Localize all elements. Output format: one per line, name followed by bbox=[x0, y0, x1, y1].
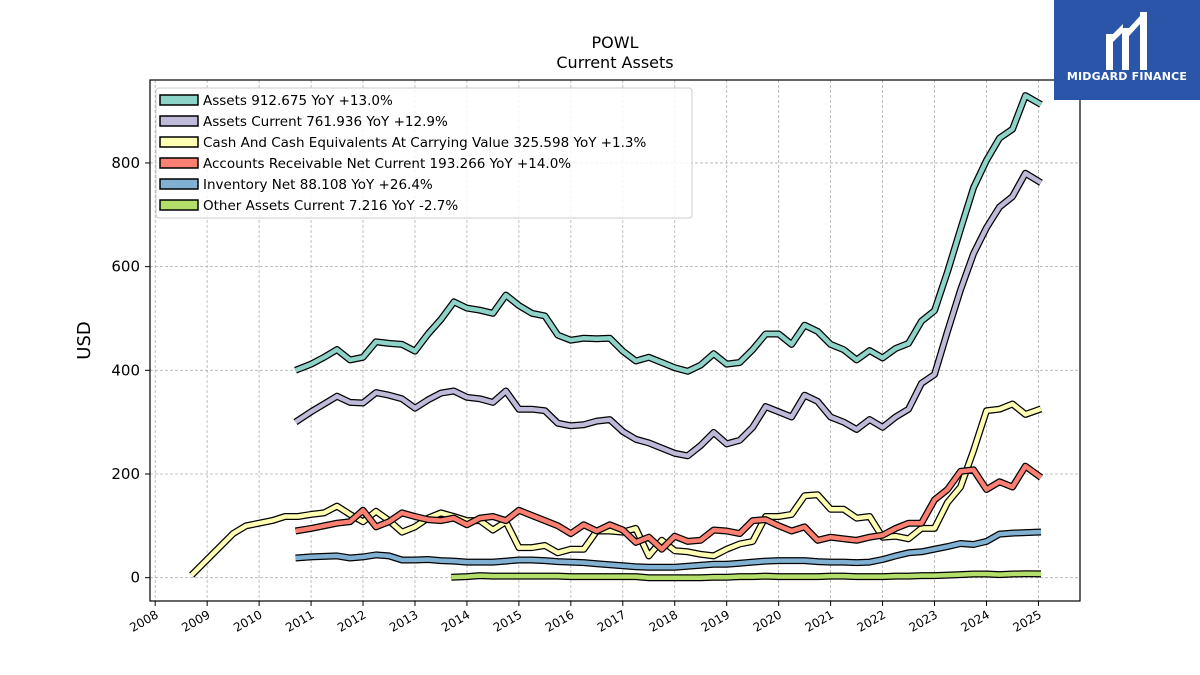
midgard-logo-icon bbox=[1106, 12, 1147, 70]
series-line bbox=[295, 463, 1043, 552]
x-tick-label: 2024 bbox=[959, 607, 992, 634]
series-line bbox=[190, 401, 1042, 577]
legend-label: Assets Current 761.936 YoY +12.9% bbox=[203, 114, 448, 130]
legend-swatch bbox=[159, 94, 199, 106]
x-tick-label: 2013 bbox=[387, 607, 420, 634]
brand-name: MIDGARD FINANCE bbox=[1066, 70, 1188, 83]
legend-label: Accounts Receivable Net Current 193.266 … bbox=[203, 156, 571, 172]
legend-box bbox=[155, 87, 693, 219]
chart-subtitle: Current Assets bbox=[556, 53, 674, 72]
legend-label: Assets 912.675 YoY +13.0% bbox=[203, 93, 393, 109]
y-tick-label: 200 bbox=[111, 465, 140, 483]
x-tick-label: 2014 bbox=[439, 607, 472, 634]
x-tick-label: 2019 bbox=[699, 607, 732, 634]
legend-label: Inventory Net 88.108 YoY +26.4% bbox=[203, 177, 433, 193]
legend-swatch bbox=[159, 115, 199, 127]
x-tick-label: 2021 bbox=[803, 607, 836, 634]
brand-logo: MIDGARD FINANCE bbox=[1054, 0, 1200, 100]
y-tick-label: 800 bbox=[111, 154, 140, 172]
legend-swatch bbox=[159, 199, 199, 211]
y-axis-label: USD bbox=[74, 321, 95, 359]
x-tick-label: 2023 bbox=[907, 607, 940, 634]
x-tick-label: 2020 bbox=[751, 607, 784, 634]
y-tick-label: 0 bbox=[130, 569, 140, 587]
legend-swatch bbox=[159, 178, 199, 190]
series-line bbox=[294, 171, 1043, 459]
x-tick-label: 2017 bbox=[595, 607, 628, 634]
chart-title: POWL bbox=[591, 33, 639, 52]
x-tick-label: 2025 bbox=[1010, 607, 1043, 634]
y-tick-label: 400 bbox=[111, 361, 140, 379]
legend-swatch bbox=[159, 157, 199, 169]
x-tick-label: 2012 bbox=[335, 607, 368, 634]
x-tick-label: 2010 bbox=[231, 607, 264, 634]
x-tick-label: 2009 bbox=[179, 607, 212, 634]
x-tick-label: 2016 bbox=[543, 607, 576, 634]
x-tick-label: 2011 bbox=[283, 607, 316, 634]
x-tick-label: 2015 bbox=[491, 607, 524, 634]
x-tick-label: 2018 bbox=[647, 607, 680, 634]
legend-label: Other Assets Current 7.216 YoY -2.7% bbox=[203, 198, 458, 214]
series-line bbox=[295, 529, 1042, 570]
x-tick-label: 2022 bbox=[855, 607, 888, 634]
y-tick-label: 600 bbox=[111, 258, 140, 276]
legend-label: Cash And Cash Equivalents At Carrying Va… bbox=[203, 135, 647, 151]
series-line bbox=[294, 93, 1043, 374]
axes-frame bbox=[149, 79, 1081, 602]
legend-swatch bbox=[159, 136, 199, 148]
series-line bbox=[451, 571, 1042, 580]
x-tick-label: 2008 bbox=[127, 607, 160, 634]
